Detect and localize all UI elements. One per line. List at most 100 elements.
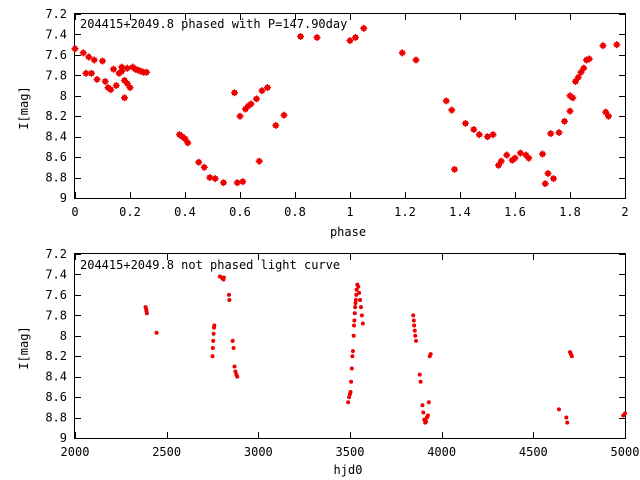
data-point [412, 323, 417, 328]
phased-x-tick-label: 1.6 [504, 205, 526, 219]
data-point [206, 174, 214, 182]
unphased-y-tick-label: 9 [60, 431, 67, 445]
data-point [421, 410, 426, 415]
data-point [550, 175, 557, 183]
data-point [525, 154, 533, 162]
data-point [353, 298, 358, 302]
data-point [123, 80, 131, 88]
data-point [359, 305, 363, 310]
data-point [154, 330, 159, 335]
data-point [230, 338, 235, 343]
data-point [212, 323, 217, 328]
data-point [451, 165, 458, 173]
phased-x-tick-label: 1.4 [449, 205, 471, 219]
phased-data-points [71, 24, 621, 188]
unphased-light-curve-chart: 204415+2049.8 not phased light curve hjd… [17, 247, 639, 477]
data-point [352, 323, 357, 328]
unphased-y-tick-label: 7.4 [45, 267, 67, 281]
data-point [360, 24, 368, 32]
data-point [569, 94, 577, 102]
phased-y-tick-label: 7.2 [45, 7, 67, 21]
data-point [118, 63, 126, 71]
data-point [350, 349, 355, 354]
data-point [541, 180, 549, 188]
data-point [85, 53, 93, 61]
data-point [484, 133, 491, 141]
phased-y-tick-label: 8.6 [45, 150, 67, 164]
phased-x-tick-label: 0.4 [174, 205, 196, 219]
unphased-y-tick-label: 7.8 [45, 308, 67, 322]
phased-x-tick-label: 1 [346, 205, 353, 219]
data-point [565, 420, 570, 425]
phased-y-tick-label: 8.8 [45, 171, 67, 185]
data-point [123, 64, 131, 72]
data-point [220, 179, 227, 187]
data-point [297, 32, 304, 40]
phased-chart-title: 204415+2049.8 phased with P=147.90day [80, 17, 347, 31]
unphased-y-tick-label: 8.8 [45, 411, 67, 425]
data-point [247, 100, 255, 108]
data-point [347, 395, 352, 400]
data-point [417, 372, 422, 377]
data-point [411, 318, 416, 323]
phased-plot-frame [74, 13, 626, 199]
unphased-chart-title: 204415+2049.8 not phased light curve [80, 258, 340, 272]
phased-light-curve-chart: 204415+2049.8 phased with P=147.90day ph… [17, 7, 629, 239]
data-point [426, 400, 431, 405]
phased-x-tick-label: 2 [621, 205, 628, 219]
data-point [357, 290, 362, 295]
phased-x-tick-label: 1.2 [394, 205, 416, 219]
data-point [184, 139, 192, 147]
data-point [352, 34, 359, 42]
data-point [605, 112, 612, 120]
data-point [353, 301, 358, 306]
data-point [497, 157, 505, 165]
data-point [475, 131, 483, 139]
data-point [585, 55, 593, 63]
unphased-y-tick-label: 7.6 [45, 288, 67, 302]
data-point [235, 374, 240, 379]
data-point [233, 179, 241, 187]
data-point [462, 119, 469, 127]
data-point [239, 178, 247, 186]
data-point [90, 56, 98, 64]
unphased-x-tick-label: 3000 [244, 445, 273, 459]
data-point [354, 287, 359, 292]
data-point [195, 158, 203, 166]
data-point [420, 403, 425, 408]
data-point [264, 84, 271, 92]
data-point [412, 328, 417, 333]
data-point [398, 49, 406, 57]
unphased-y-axis-label: I[mag] [17, 326, 31, 369]
unphased-x-axis-label: hjd0 [334, 463, 363, 477]
data-point [569, 354, 574, 359]
phased-x-tick-label: 0.2 [119, 205, 141, 219]
data-point [448, 106, 456, 114]
data-point [231, 346, 236, 351]
phased-y-tick-label: 8.2 [45, 109, 67, 123]
data-point [411, 313, 416, 318]
data-point [360, 321, 365, 326]
unphased-plot-frame [74, 253, 626, 439]
data-point [227, 292, 231, 297]
unphased-x-tick-label: 4500 [519, 445, 548, 459]
data-point [221, 275, 226, 280]
data-point [352, 318, 357, 323]
unphased-axis-ticks: 2000 2500 3000 3500 4000 4500 5000 7.2 7.4 7.6 7.8… [45, 247, 639, 459]
data-point [210, 354, 215, 359]
data-point [211, 175, 219, 183]
data-point [413, 333, 418, 338]
data-point [574, 73, 582, 81]
data-point [470, 126, 478, 134]
data-point [599, 42, 607, 50]
data-point [313, 34, 321, 42]
data-point [577, 68, 585, 76]
data-point [613, 41, 621, 49]
data-point [539, 150, 546, 158]
data-point [544, 169, 552, 177]
data-point [511, 154, 519, 162]
phased-y-tick-label: 8.4 [45, 130, 67, 144]
unphased-x-tick-label: 3500 [336, 445, 365, 459]
data-point [358, 298, 363, 302]
